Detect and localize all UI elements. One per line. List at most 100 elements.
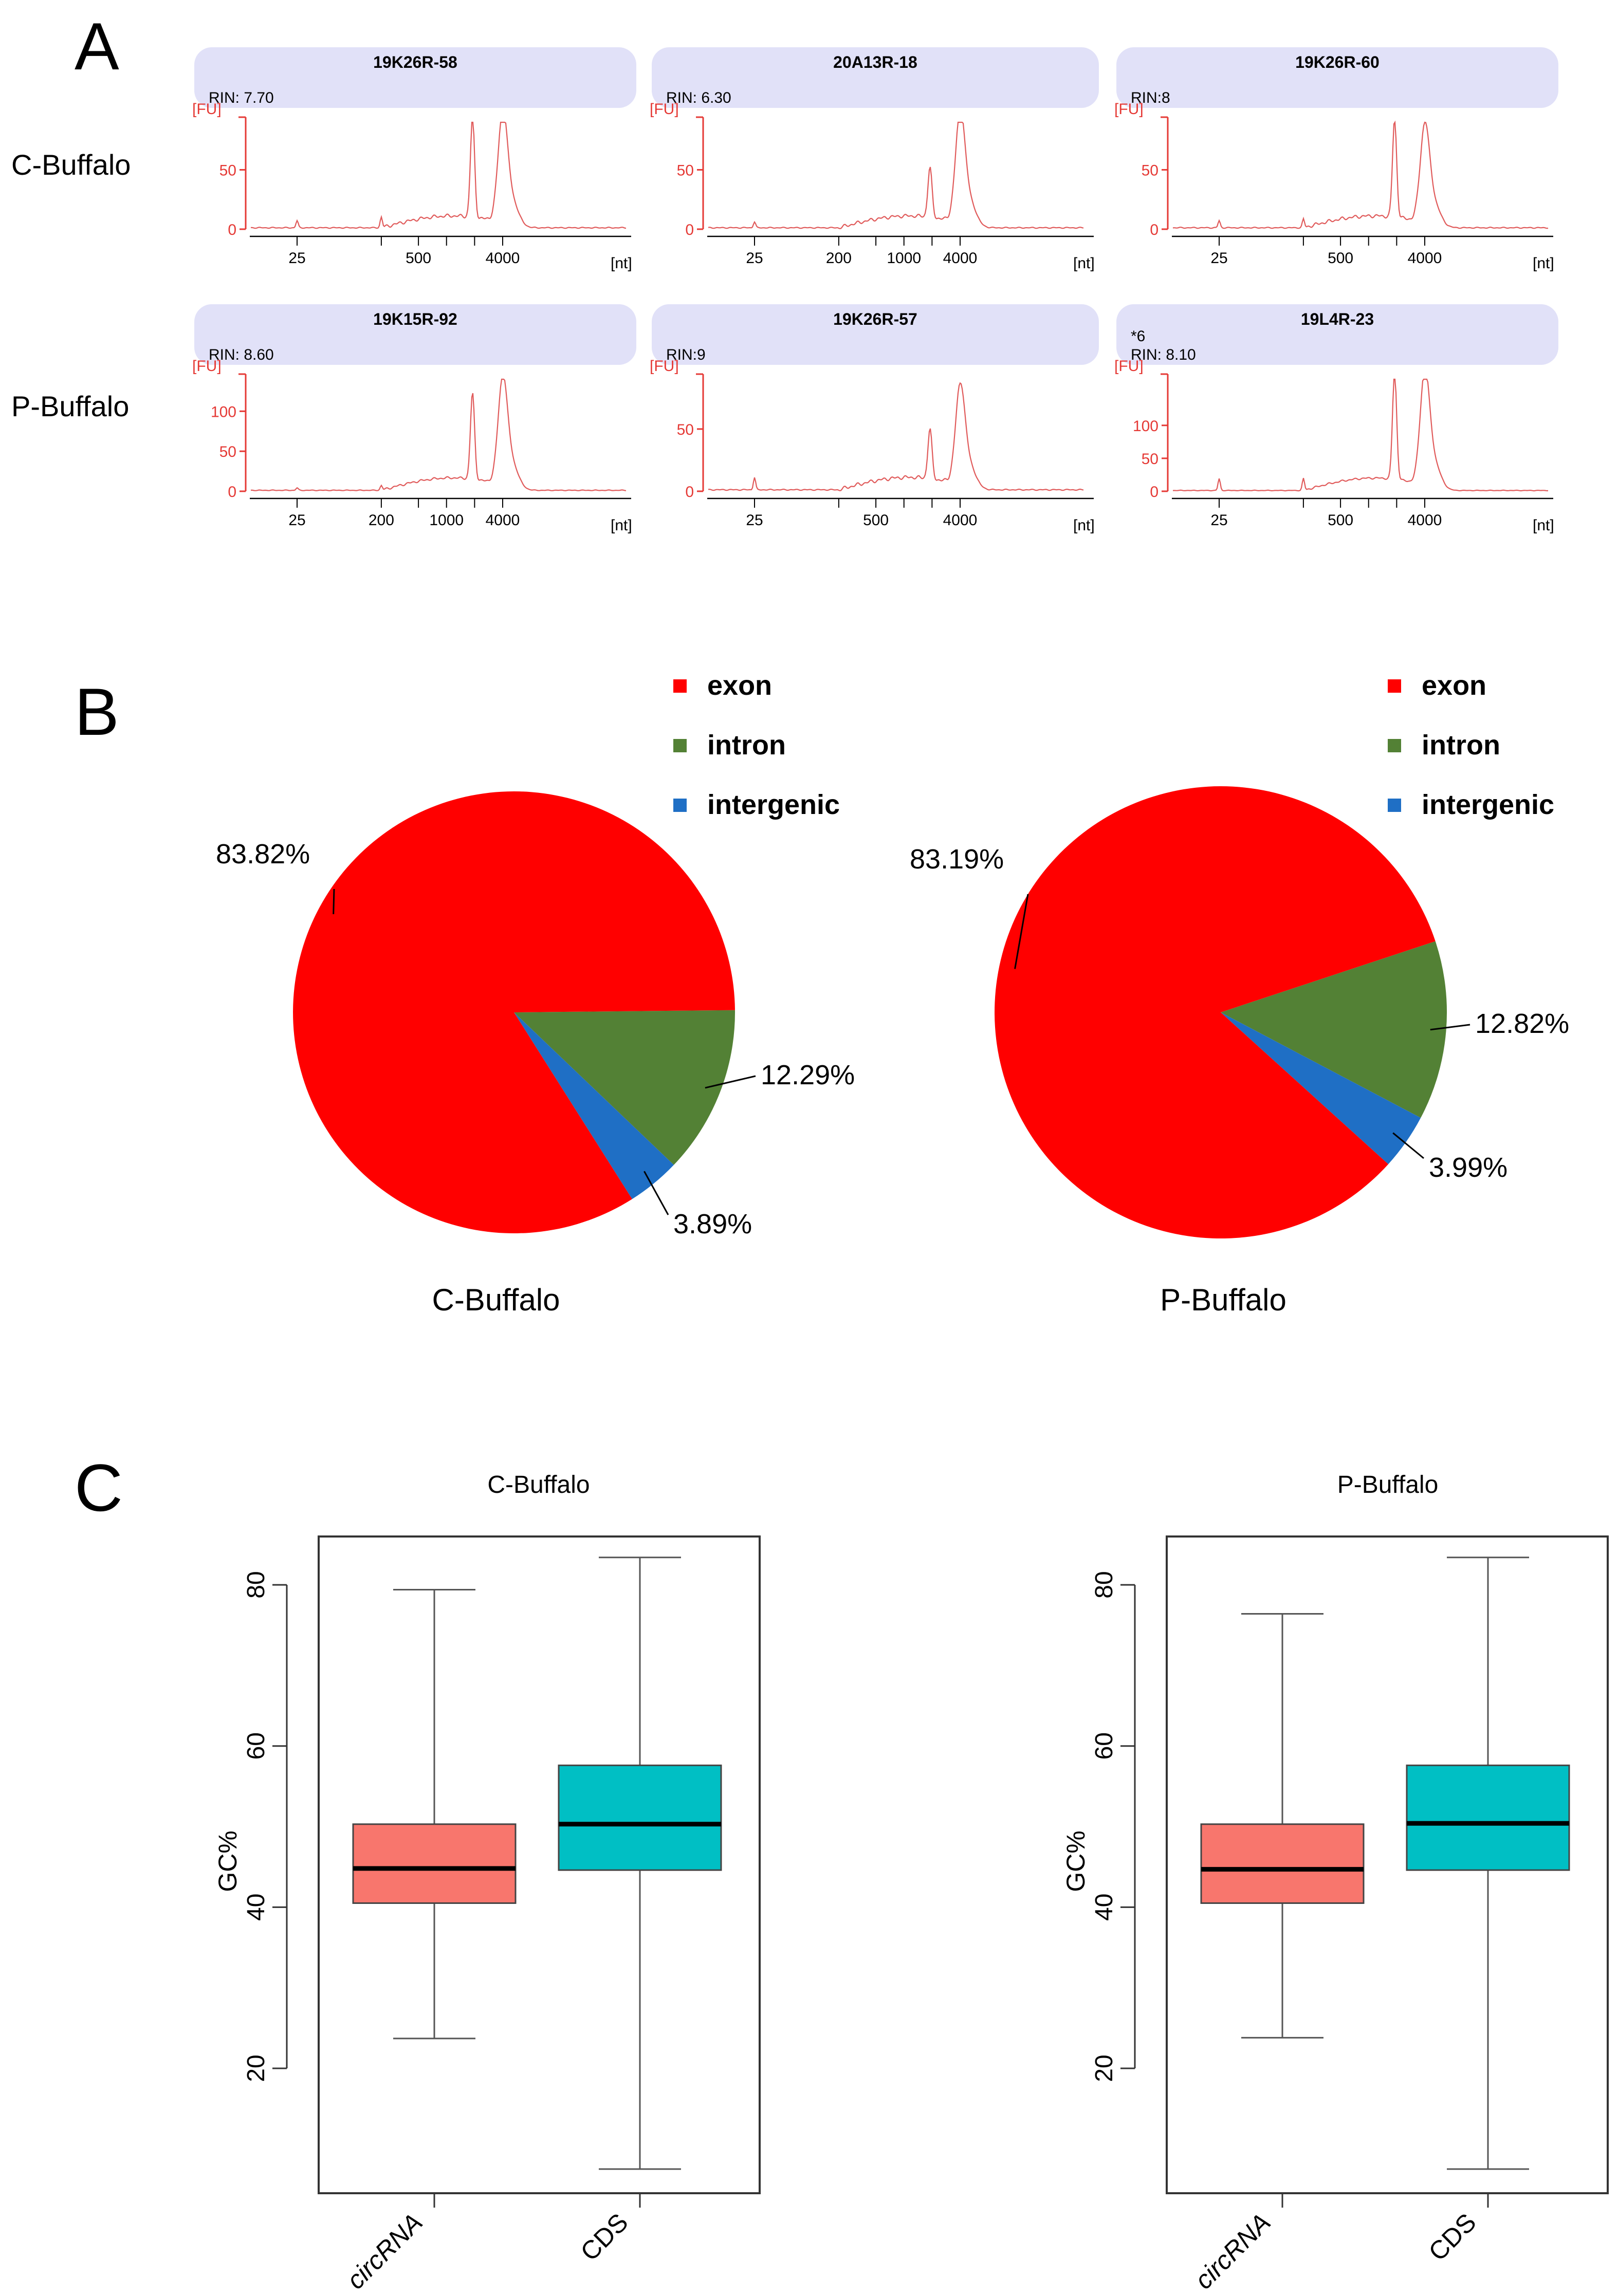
y-tick-label: 0 — [1150, 484, 1159, 501]
legend-label-intergenic: intergenic — [707, 789, 840, 820]
electropherogram-trace — [708, 382, 1084, 492]
pie-slice-intron — [514, 1010, 736, 1165]
x-axis-unit: [nt] — [1073, 517, 1095, 534]
sample-id: 19K26R-58 — [373, 53, 457, 71]
electropherogram-19K26R-57: 19K26R-57 RIN:9[FU] [nt] 0 50 25 500 4000 — [650, 304, 1099, 534]
x-axis-unit: [nt] — [611, 517, 632, 534]
x-tick-label: 25 — [288, 512, 305, 529]
y-axis-label: GC% — [1061, 1830, 1090, 1892]
boxplot-title: C-Buffalo — [487, 1471, 590, 1498]
electropherogram-19K26R-58: 19K26R-58 RIN: 7.70[FU] [nt] 0 50 25 500 4000 — [192, 47, 636, 272]
panel-b: 83.82% 12.29% 3.89% exon intron intergenic C-B… — [216, 670, 1569, 1317]
y-axis-label: [FU] — [1114, 101, 1144, 118]
y-tick-label: 20 — [243, 2054, 270, 2082]
electropherogram-19K26R-60: 19K26R-60 RIN:8[FU] [nt] 0 50 25 500 4000 — [1114, 47, 1558, 272]
y-axis-label: [FU] — [192, 358, 222, 375]
pie-chart-P-Buffalo: 83.19% 12.82% 3.99% exon intron intergenic P-B… — [910, 670, 1569, 1317]
pie-label-leader — [1392, 1132, 1424, 1159]
x-tick-label: 500 — [1328, 250, 1353, 267]
y-axis-label: [FU] — [650, 358, 679, 375]
rin-value: RIN: 8.60 — [209, 346, 274, 363]
sample-id: 19K15R-92 — [373, 310, 457, 328]
y-tick-label: 0 — [1150, 221, 1159, 238]
row-label: C-Buffalo — [11, 149, 131, 181]
y-axis-label: [FU] — [1114, 358, 1144, 375]
sample-header-bar — [1116, 47, 1558, 108]
pie-chart-C-Buffalo: 83.82% 12.29% 3.89% exon intron intergenic C-B… — [216, 670, 855, 1317]
x-axis-unit: [nt] — [1533, 517, 1554, 534]
y-tick-label: 40 — [1091, 1894, 1118, 1921]
y-tick-label: 20 — [1091, 2054, 1118, 2082]
pie-title: C-Buffalo — [432, 1283, 560, 1317]
panel-label-b: B — [75, 674, 119, 749]
sample-header-bar — [652, 304, 1099, 365]
sample-id: 19L4R-23 — [1301, 310, 1374, 328]
x-tick-label: 25 — [746, 250, 763, 267]
box-circrna — [1200, 1823, 1365, 1904]
electropherogram-trace — [250, 121, 627, 229]
box-circrna — [352, 1823, 517, 1904]
y-tick-label: 50 — [677, 162, 694, 179]
sample-id: 20A13R-18 — [833, 53, 917, 71]
x-tick-label: 4000 — [486, 250, 520, 267]
plot-frame — [1166, 1535, 1609, 2194]
pie-label-intergenic: 3.99% — [1429, 1152, 1507, 1183]
legend-swatch-intron — [673, 739, 687, 752]
y-tick-label: 60 — [243, 1732, 270, 1760]
legend-swatch-exon — [1388, 679, 1401, 693]
rin-value: RIN:9 — [666, 346, 706, 363]
panel-c: C-Buffalo 20 40 60 80 GC% circRNA CDS P-Buffalo 2… — [213, 1471, 1609, 2294]
x-tick-label: 200 — [826, 250, 852, 267]
pie-slice-exon — [293, 791, 735, 1234]
box-cds — [558, 1764, 722, 1871]
rin-value: RIN: 8.10 — [1131, 346, 1196, 363]
y-tick-label: 0 — [685, 221, 694, 238]
y-axis-label: [FU] — [650, 101, 679, 118]
boxplot-C-Buffalo: C-Buffalo 20 40 60 80 GC% circRNA CDS — [213, 1471, 761, 2294]
legend-label-intron: intron — [707, 730, 786, 761]
x-tick-label: 25 — [746, 512, 763, 529]
pie-label-intergenic: 3.89% — [673, 1209, 752, 1239]
box-cds — [1406, 1764, 1570, 1871]
x-tick-label: 1000 — [887, 250, 921, 267]
y-tick-label: 50 — [219, 443, 236, 460]
rin-value: RIN: 6.30 — [666, 89, 731, 106]
electropherogram-19K15R-92: 19K15R-92 RIN: 8.60[FU] [nt] 0 50 100 25 200 100… — [192, 304, 636, 534]
sample-header-bar — [652, 47, 1099, 108]
legend-swatch-intron — [1388, 739, 1401, 752]
sample-header-bar — [194, 47, 636, 108]
pie-slice-exon — [995, 786, 1436, 1239]
legend-label-exon: exon — [707, 670, 772, 701]
legend-label-intergenic: intergenic — [1422, 789, 1554, 820]
x-tick-label: 25 — [1210, 512, 1227, 529]
x-tick-label: 200 — [369, 512, 394, 529]
x-axis-unit: [nt] — [1073, 255, 1095, 272]
pie-slice-intergenic — [514, 1012, 674, 1199]
pie-label-exon: 83.19% — [910, 844, 1004, 875]
y-tick-label: 0 — [685, 484, 694, 501]
pie-label-leader — [1014, 894, 1029, 969]
pie-label-leader — [1430, 1024, 1470, 1031]
y-tick-label: 50 — [219, 162, 236, 179]
y-tick-label: 0 — [228, 484, 236, 501]
sample-id: 19K26R-57 — [833, 310, 917, 328]
legend-swatch-intergenic — [673, 799, 687, 812]
electropherogram-20A13R-18: 20A13R-18 RIN: 6.30[FU] [nt] 0 50 25 200 1000 40… — [650, 47, 1099, 272]
x-tick-label: 500 — [1328, 512, 1353, 529]
sample-id: 19K26R-60 — [1295, 53, 1380, 71]
x-tick-label: 4000 — [486, 512, 520, 529]
x-tick-label-cds: CDS — [1423, 2208, 1482, 2266]
boxplot-title: P-Buffalo — [1337, 1471, 1439, 1498]
sample-header-bar — [194, 304, 636, 365]
rin-value: RIN: 7.70 — [209, 89, 274, 106]
electropherogram-trace — [1172, 378, 1549, 492]
x-tick-label-cds: CDS — [575, 2208, 634, 2266]
pie-label-leader — [643, 1171, 669, 1215]
x-axis-unit: [nt] — [611, 255, 632, 272]
x-tick-label-circrna: circRNA — [1189, 2208, 1276, 2294]
boxplot-P-Buffalo: P-Buffalo 20 40 60 80 GC% circRNA CDS — [1061, 1471, 1609, 2294]
x-tick-label-circrna: circRNA — [341, 2208, 428, 2294]
x-tick-label: 500 — [406, 250, 431, 267]
rin-value: RIN:8 — [1131, 89, 1170, 106]
y-tick-label: 80 — [243, 1571, 270, 1598]
